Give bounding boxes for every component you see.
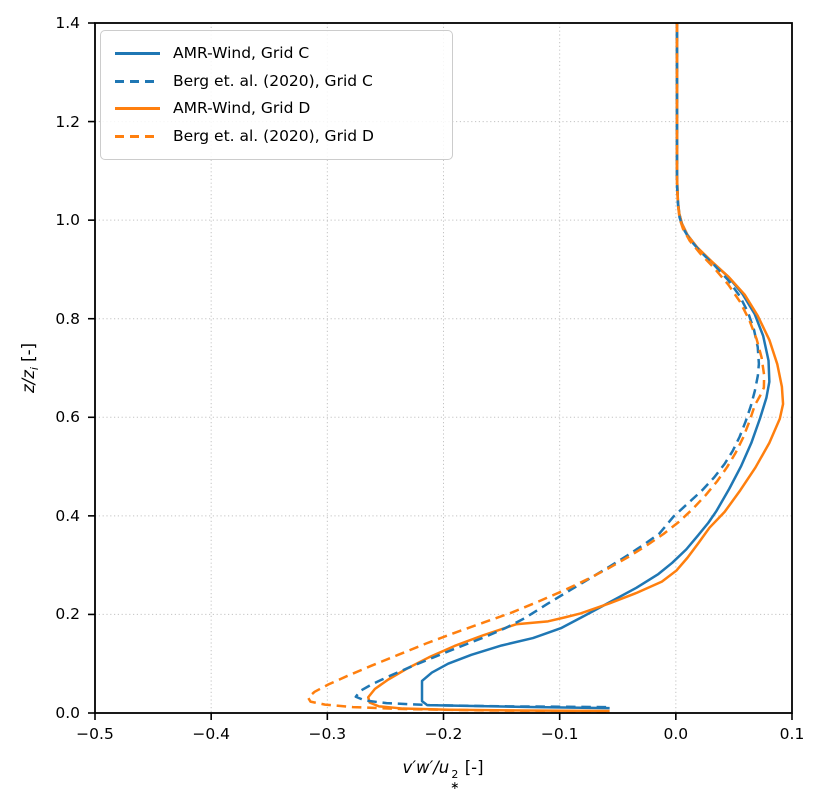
legend-item-label: Berg et. al. (2020), Grid D xyxy=(173,126,374,145)
legend-solid-line-sample xyxy=(115,107,160,111)
curve-berg-et-al-2020-grid-d xyxy=(306,23,766,713)
y-tick-label: 1.0 xyxy=(55,211,80,230)
x-axis-label-superscript: 2 xyxy=(451,767,459,781)
legend-item-label: AMR-Wind, Grid C xyxy=(173,44,310,62)
x-tick-label: −0.5 xyxy=(76,725,114,743)
x-axis-label: v′w′/u 2 ∗ [-] xyxy=(402,758,483,792)
legend-solid-line-sample xyxy=(115,52,160,56)
y-axis-label-unit: [-] xyxy=(18,342,38,368)
legend-item-amr-wind-grid-c: AMR-Wind, Grid C xyxy=(101,40,452,68)
y-axis-label: z/zi [-] xyxy=(19,343,41,393)
x-tick-label: 0.1 xyxy=(779,725,805,743)
legend-item-berg-et-al-2020-grid-c: Berg et. al. (2020), Grid C xyxy=(101,68,452,96)
x-axis-label-subscript: ∗ xyxy=(450,779,460,793)
y-tick-label: 0.8 xyxy=(55,309,80,328)
x-axis-label-supsub: 2 ∗ xyxy=(450,769,459,792)
legend-item-amr-wind-grid-d: AMR-Wind, Grid D xyxy=(101,95,452,123)
curve-amr-wind-grid-c xyxy=(420,23,771,710)
x-axis-label-unit: [-] xyxy=(459,758,484,777)
y-tick-label: 1.4 xyxy=(55,14,80,32)
y-tick-label: 0.2 xyxy=(55,605,80,624)
y-tick-label: 1.2 xyxy=(55,112,80,131)
x-tick-label: 0.0 xyxy=(663,725,689,743)
tick-marks xyxy=(88,22,793,720)
legend-item-label: AMR-Wind, Grid D xyxy=(173,99,311,117)
legend-item-berg-et-al-2020-grid-d: Berg et. al. (2020), Grid D xyxy=(101,123,452,151)
x-tick-label: −0.4 xyxy=(192,725,230,743)
y-tick-label: 0.6 xyxy=(55,408,80,427)
x-tick-label: −0.1 xyxy=(540,725,579,743)
y-axis-label-variable: z/z xyxy=(18,370,38,394)
x-tick-label: −0.2 xyxy=(424,725,463,743)
legend-dashed-line-sample xyxy=(115,134,160,138)
x-tick-label: −0.3 xyxy=(308,725,347,743)
y-tick-label: 0.0 xyxy=(55,704,80,722)
legend-item-label: Berg et. al. (2020), Grid C xyxy=(173,71,373,90)
x-axis-label-variable: v′w′/u xyxy=(402,758,450,777)
y-axis-label-subscript: i xyxy=(28,367,42,371)
legend: AMR-Wind, Grid C Berg et. al. (2020), Gri… xyxy=(100,30,453,160)
y-tick-label: 0.4 xyxy=(55,506,80,525)
legend-dashed-line-sample xyxy=(115,79,160,83)
